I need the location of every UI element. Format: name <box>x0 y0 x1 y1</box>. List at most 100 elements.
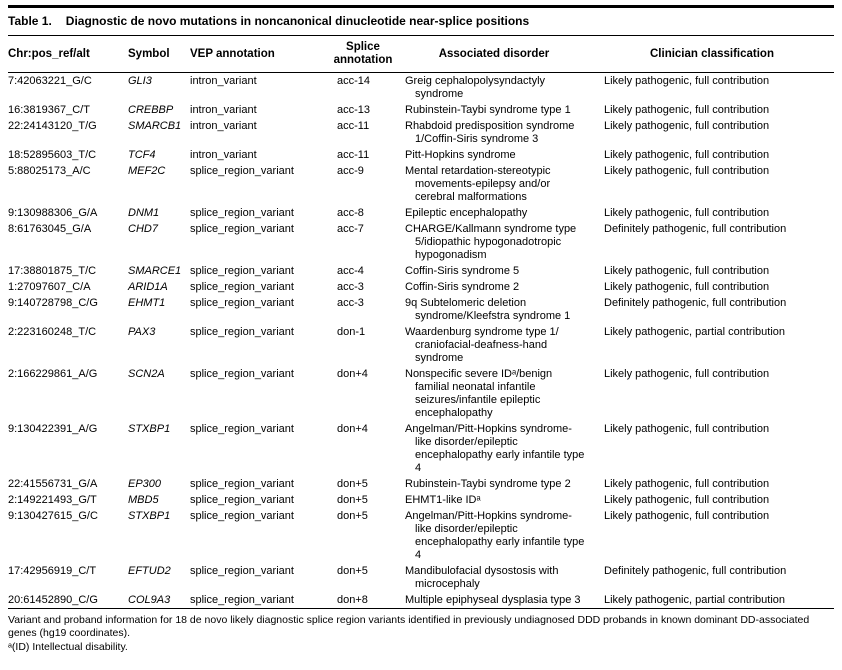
cell-classification: Likely pathogenic, full contribution <box>604 75 770 87</box>
cell-disorder: Rubinstein-Taybi syndrome type 1 <box>405 104 571 116</box>
cell-disorder: Coffin-Siris syndrome 5 <box>405 265 520 277</box>
cell-disorder: Angelman/Pitt-Hopkins syndrome-like diso… <box>405 510 585 561</box>
cell-classification: Likely pathogenic, partial contribution <box>604 594 786 606</box>
table-row: 9:140728798_C/G EHMT1 splice_region_varian… <box>8 295 834 324</box>
table-row: 18:52895603_T/C TCF4 intron_variant acc-11 P… <box>8 147 834 163</box>
cell-vep: splice_region_variant <box>190 594 294 606</box>
cell-classification: Likely pathogenic, full contribution <box>604 120 770 132</box>
cell-vep: splice_region_variant <box>190 165 294 177</box>
cell-classification: Likely pathogenic, full contribution <box>604 104 770 116</box>
cell-splice: don+5 <box>337 565 368 577</box>
cell-vep: splice_region_variant <box>190 281 294 293</box>
cell-classification: Likely pathogenic, full contribution <box>604 265 770 277</box>
cell-vep: intron_variant <box>190 149 257 161</box>
cell-vep: splice_region_variant <box>190 207 294 219</box>
cell-vep: splice_region_variant <box>190 297 294 309</box>
cell-vep: intron_variant <box>190 75 257 87</box>
table-row: 2:223160248_T/C PAX3 splice_region_variant… <box>8 324 834 366</box>
cell-splice: don+8 <box>337 594 368 606</box>
cell-chr-pos: 8:61763045_G/A <box>8 223 92 235</box>
cell-splice: acc-8 <box>337 207 364 219</box>
cell-vep: splice_region_variant <box>190 326 294 338</box>
cell-symbol: SMARCE1 <box>128 265 182 277</box>
cell-symbol: COL9A3 <box>128 594 171 606</box>
cell-chr-pos: 22:41556731_G/A <box>8 478 98 490</box>
cell-vep: intron_variant <box>190 104 257 116</box>
cell-symbol: MEF2C <box>128 165 166 177</box>
cell-chr-pos: 9:130427615_G/C <box>8 510 98 522</box>
cell-vep: splice_region_variant <box>190 265 294 277</box>
header-row: Chr:pos_ref/alt Symbol VEP annotation Sp… <box>8 36 834 73</box>
column-header-chr-pos-ref-alt: Chr:pos_ref/alt <box>8 36 128 73</box>
table-row: 8:61763045_G/A CHD7 splice_region_variant a… <box>8 221 834 263</box>
cell-splice: acc-14 <box>337 75 371 87</box>
cell-symbol: DNM1 <box>128 207 160 219</box>
cell-classification: Likely pathogenic, partial contribution <box>604 326 786 338</box>
cell-disorder: 9q Subtelomeric deletion syndrome/Kleefs… <box>405 297 571 322</box>
cell-classification: Likely pathogenic, full contribution <box>604 165 770 177</box>
table-row: 2:166229861_A/G SCN2A splice_region_varian… <box>8 366 834 421</box>
cell-vep: splice_region_variant <box>190 565 294 577</box>
column-header-clinician-classification: Clinician classification <box>594 36 834 73</box>
cell-chr-pos: 2:223160248_T/C <box>8 326 97 338</box>
table-row: 17:38801875_T/C SMARCE1 splice_region_vari… <box>8 263 834 279</box>
cell-symbol: EP300 <box>128 478 162 490</box>
cell-vep: splice_region_variant <box>190 368 294 380</box>
column-header-symbol: Symbol <box>128 36 190 73</box>
cell-splice: don+4 <box>337 423 368 435</box>
table-body: 7:42063221_G/C GLI3 intron_variant acc-14 Gr… <box>8 73 834 609</box>
cell-classification: Likely pathogenic, full contribution <box>604 368 770 380</box>
cell-symbol: EFTUD2 <box>128 565 171 577</box>
diagnostic-mutations-table: Chr:pos_ref/alt Symbol VEP annotation Sp… <box>8 36 834 609</box>
cell-disorder: Rubinstein-Taybi syndrome type 2 <box>405 478 571 490</box>
cell-symbol: TCF4 <box>128 149 156 161</box>
footnote-general: Variant and proband information for 18 d… <box>8 614 810 639</box>
cell-symbol: SMARCB1 <box>128 120 182 132</box>
cell-chr-pos: 5:88025173_A/C <box>8 165 91 177</box>
column-header-vep-annotation: VEP annotation <box>190 36 332 73</box>
cell-disorder: Waardenburg syndrome type 1/ craniofacia… <box>405 326 559 364</box>
cell-classification: Likely pathogenic, full contribution <box>604 478 770 490</box>
cell-disorder: Coffin-Siris syndrome 2 <box>405 281 520 293</box>
cell-disorder: EHMT1-like IDᵃ <box>405 494 481 506</box>
cell-disorder: Multiple epiphyseal dysplasia type 3 <box>405 594 581 606</box>
table-row: 22:41556731_G/A EP300 splice_region_varian… <box>8 476 834 492</box>
cell-symbol: CREBBP <box>128 104 174 116</box>
cell-vep: splice_region_variant <box>190 478 294 490</box>
table-row: 1:27097607_C/A ARID1A splice_region_varian… <box>8 279 834 295</box>
cell-disorder: Angelman/Pitt-Hopkins syndrome-like diso… <box>405 423 585 474</box>
table-row: 9:130422391_A/G STXBP1 splice_region_varia… <box>8 421 834 476</box>
cell-vep: splice_region_variant <box>190 223 294 235</box>
cell-vep: splice_region_variant <box>190 423 294 435</box>
cell-classification: Likely pathogenic, full contribution <box>604 281 770 293</box>
table-row: 22:24143120_T/G SMARCB1 intron_variant acc-… <box>8 118 834 147</box>
cell-splice: acc-3 <box>337 281 364 293</box>
column-header-splice-annotation: Splice annotation <box>332 36 398 73</box>
cell-chr-pos: 2:149221493_G/T <box>8 494 97 506</box>
table-footnotes: Variant and proband information for 18 d… <box>8 609 834 654</box>
table-row: 2:149221493_G/T MBD5 splice_region_variant… <box>8 492 834 508</box>
cell-chr-pos: 17:42956919_C/T <box>8 565 97 577</box>
cell-symbol: PAX3 <box>128 326 156 338</box>
cell-disorder: Mental retardation-stereotypic movements… <box>405 165 551 203</box>
cell-disorder: Greig cephalopolysyndactyly syndrome <box>405 75 546 100</box>
cell-splice: acc-9 <box>337 165 364 177</box>
cell-symbol: GLI3 <box>128 75 152 87</box>
cell-chr-pos: 9:130988306_G/A <box>8 207 98 219</box>
cell-chr-pos: 2:166229861_A/G <box>8 368 98 380</box>
cell-splice: acc-4 <box>337 265 364 277</box>
cell-disorder: CHARGE/Kallmann syndrome type 5/idiopath… <box>405 223 577 261</box>
cell-classification: Definitely pathogenic, full contribution <box>604 223 787 235</box>
cell-symbol: ARID1A <box>128 281 168 293</box>
cell-symbol: MBD5 <box>128 494 159 506</box>
cell-chr-pos: 17:38801875_T/C <box>8 265 97 277</box>
cell-vep: splice_region_variant <box>190 510 294 522</box>
cell-symbol: EHMT1 <box>128 297 166 309</box>
cell-classification: Likely pathogenic, full contribution <box>604 510 770 522</box>
cell-symbol: STXBP1 <box>128 510 171 522</box>
table-row: 17:42956919_C/T EFTUD2 splice_region_varia… <box>8 563 834 592</box>
cell-splice: acc-11 <box>337 149 370 161</box>
cell-chr-pos: 7:42063221_G/C <box>8 75 92 87</box>
table-title: Diagnostic de novo mutations in noncanon… <box>65 14 530 28</box>
